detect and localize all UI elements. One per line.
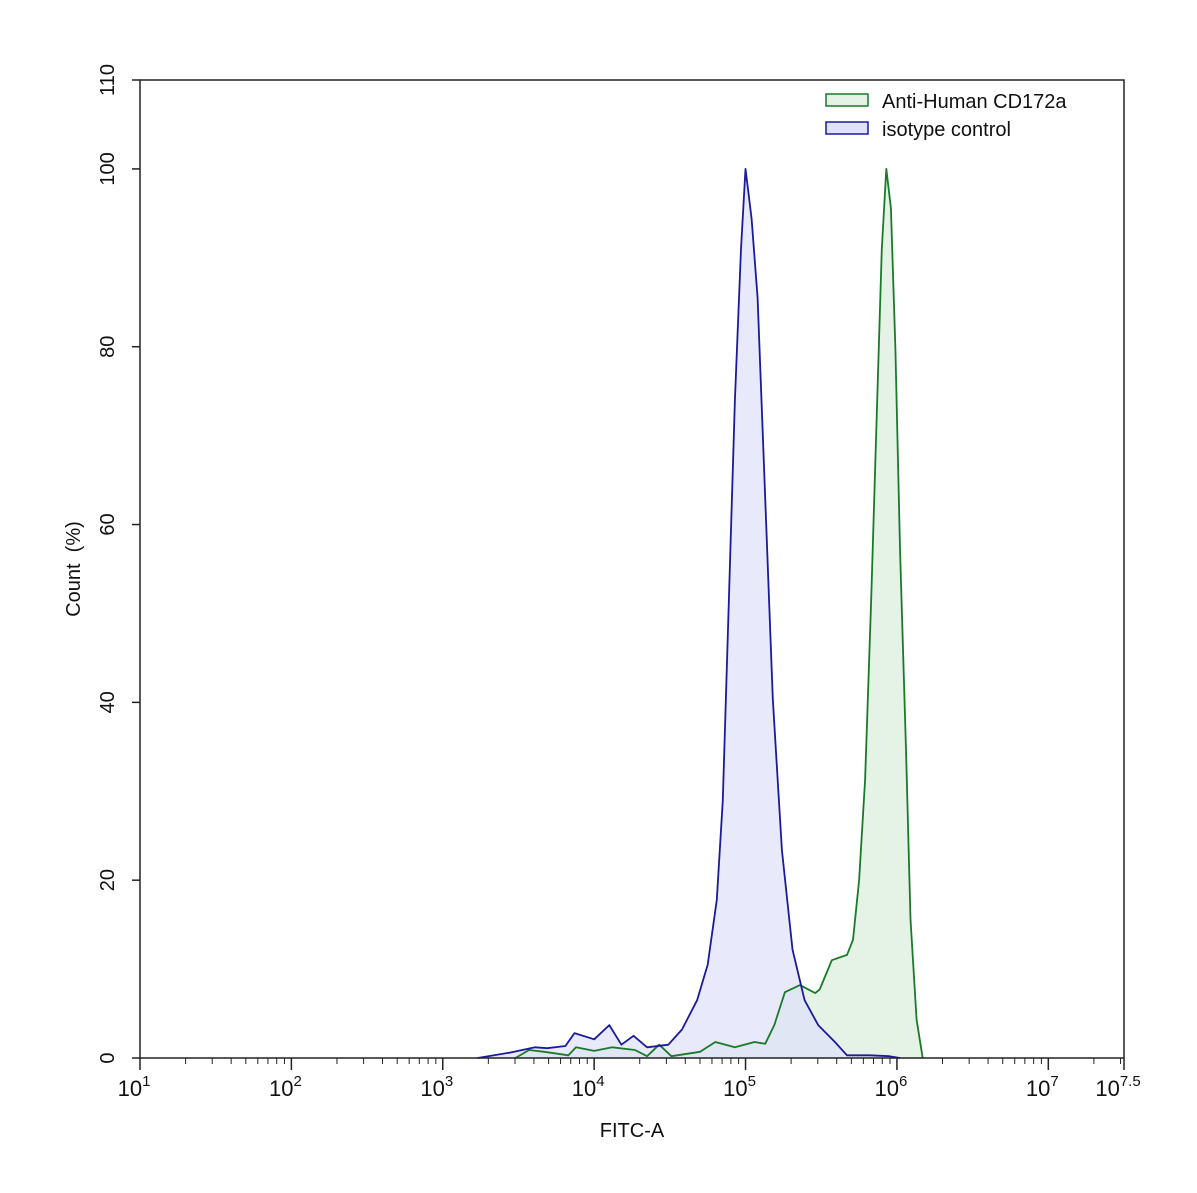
series-lines	[477, 168, 924, 1059]
legend-label-isotype-control: isotype control	[882, 119, 1011, 141]
x-tick-label: 107	[1026, 1073, 1059, 1101]
legend-swatch-isotype-control	[825, 121, 869, 135]
legend: Anti-Human CD172a isotype control	[825, 91, 1067, 141]
x-tick-label: 105	[723, 1073, 756, 1101]
series-line-isotype-control	[477, 168, 901, 1059]
y-axis-label: Count (%)	[63, 521, 85, 617]
x-tick-label: 102	[269, 1073, 302, 1101]
plot-frame	[139, 79, 1125, 1059]
x-axis: 101 102 103 104 105 106 107 107.5	[118, 1058, 1141, 1101]
y-tick-label: 100	[97, 152, 119, 185]
series-fills	[477, 168, 923, 1058]
legend-swatch-anti-human-cd172a	[825, 93, 869, 107]
x-tick-label: 106	[875, 1073, 908, 1101]
y-tick-label: 60	[97, 513, 119, 535]
y-tick-label: 80	[97, 336, 119, 358]
y-axis: 0 20 40 60 80 100 110	[97, 64, 140, 1064]
series-line-anti-human-cd172a	[514, 168, 924, 1059]
y-tick-label: 110	[97, 64, 119, 96]
x-tick-label: 107.5	[1095, 1073, 1140, 1101]
legend-label-anti-human-cd172a: Anti-Human CD172a	[882, 91, 1067, 113]
x-tick-label: 101	[118, 1073, 151, 1101]
series-fill-isotype-control	[477, 168, 900, 1058]
y-tick-label: 0	[97, 1052, 119, 1063]
x-axis-label: FITC-A	[600, 1120, 665, 1142]
y-tick-label: 20	[97, 869, 119, 891]
x-tick-label: 104	[572, 1073, 605, 1101]
y-tick-label: 40	[97, 691, 119, 713]
x-tick-label: 103	[420, 1073, 453, 1101]
